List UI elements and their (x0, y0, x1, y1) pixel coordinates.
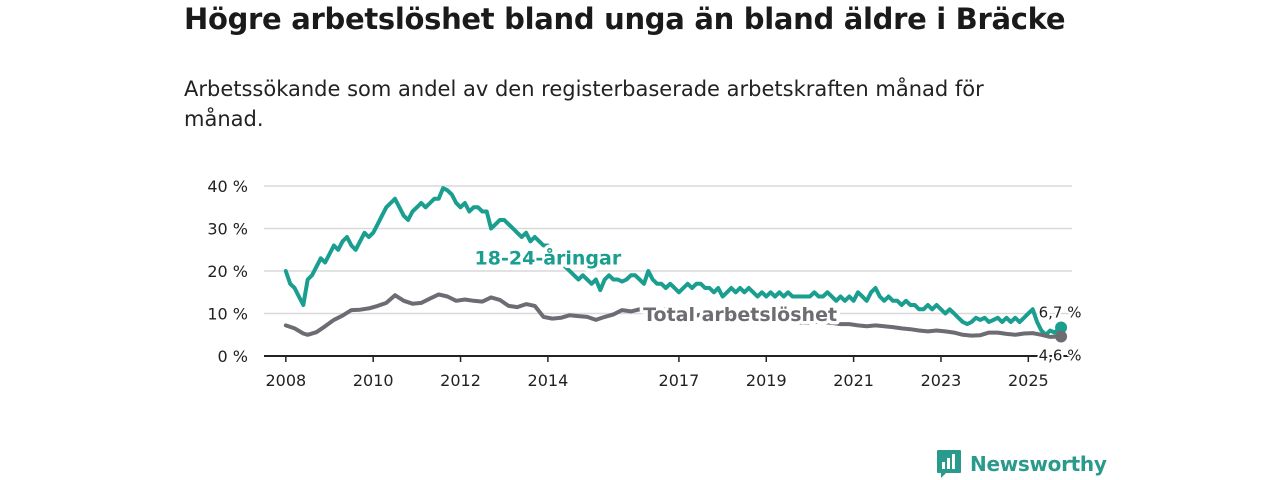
series-line-total (283, 292, 1064, 339)
series-label-total: Total arbetslöshet (643, 304, 837, 326)
y-axis: 0 % 10 % 20 % 30 % 40 % (207, 177, 248, 366)
x-tick-label: 2019 (746, 371, 787, 390)
x-tick-label: 2008 (265, 371, 306, 390)
y-tick-label: 30 % (207, 220, 248, 239)
grid-lines (264, 185, 1072, 315)
y-tick-label: 0 % (218, 347, 248, 366)
newsworthy-logo-icon (937, 450, 961, 478)
y-tick-label: 40 % (207, 177, 248, 196)
x-tick-label: 2010 (353, 371, 394, 390)
series-line-youth (283, 186, 1064, 337)
series-label-youth: 18-24-åringar (475, 246, 622, 270)
x-tick-label: 2023 (921, 371, 962, 390)
chart-title: Högre arbetslöshet bland unga än bland ä… (184, 2, 1066, 36)
x-tick-label: 2012 (440, 371, 481, 390)
x-tick-label: 2021 (833, 371, 874, 390)
newsworthy-logo[interactable]: Newsworthy (936, 449, 1107, 479)
series-end-point (1055, 321, 1068, 334)
y-tick-label: 10 % (207, 305, 248, 324)
x-tick-label: 2017 (659, 371, 700, 390)
x-tick-label: 2025 (1008, 371, 1049, 390)
series-lines (283, 186, 1068, 343)
annotations: 6,7 % 4,6 % 18-24-åringar Total arbetslöshe… (471, 242, 1083, 366)
brand-name: Newsworthy (970, 452, 1107, 476)
series-end-point (1055, 330, 1068, 343)
chart-subtitle: Arbetssökande som andel av den registerb… (184, 77, 984, 131)
end-value-label: 6,7 % (1039, 304, 1082, 322)
end-value-label: 4,6 % (1039, 346, 1082, 364)
x-tick-label: 2014 (528, 371, 569, 390)
x-axis: 2008 2010 2012 2014 2017 2019 2021 2023 2025 (264, 355, 1072, 390)
y-tick-label: 20 % (207, 262, 248, 281)
